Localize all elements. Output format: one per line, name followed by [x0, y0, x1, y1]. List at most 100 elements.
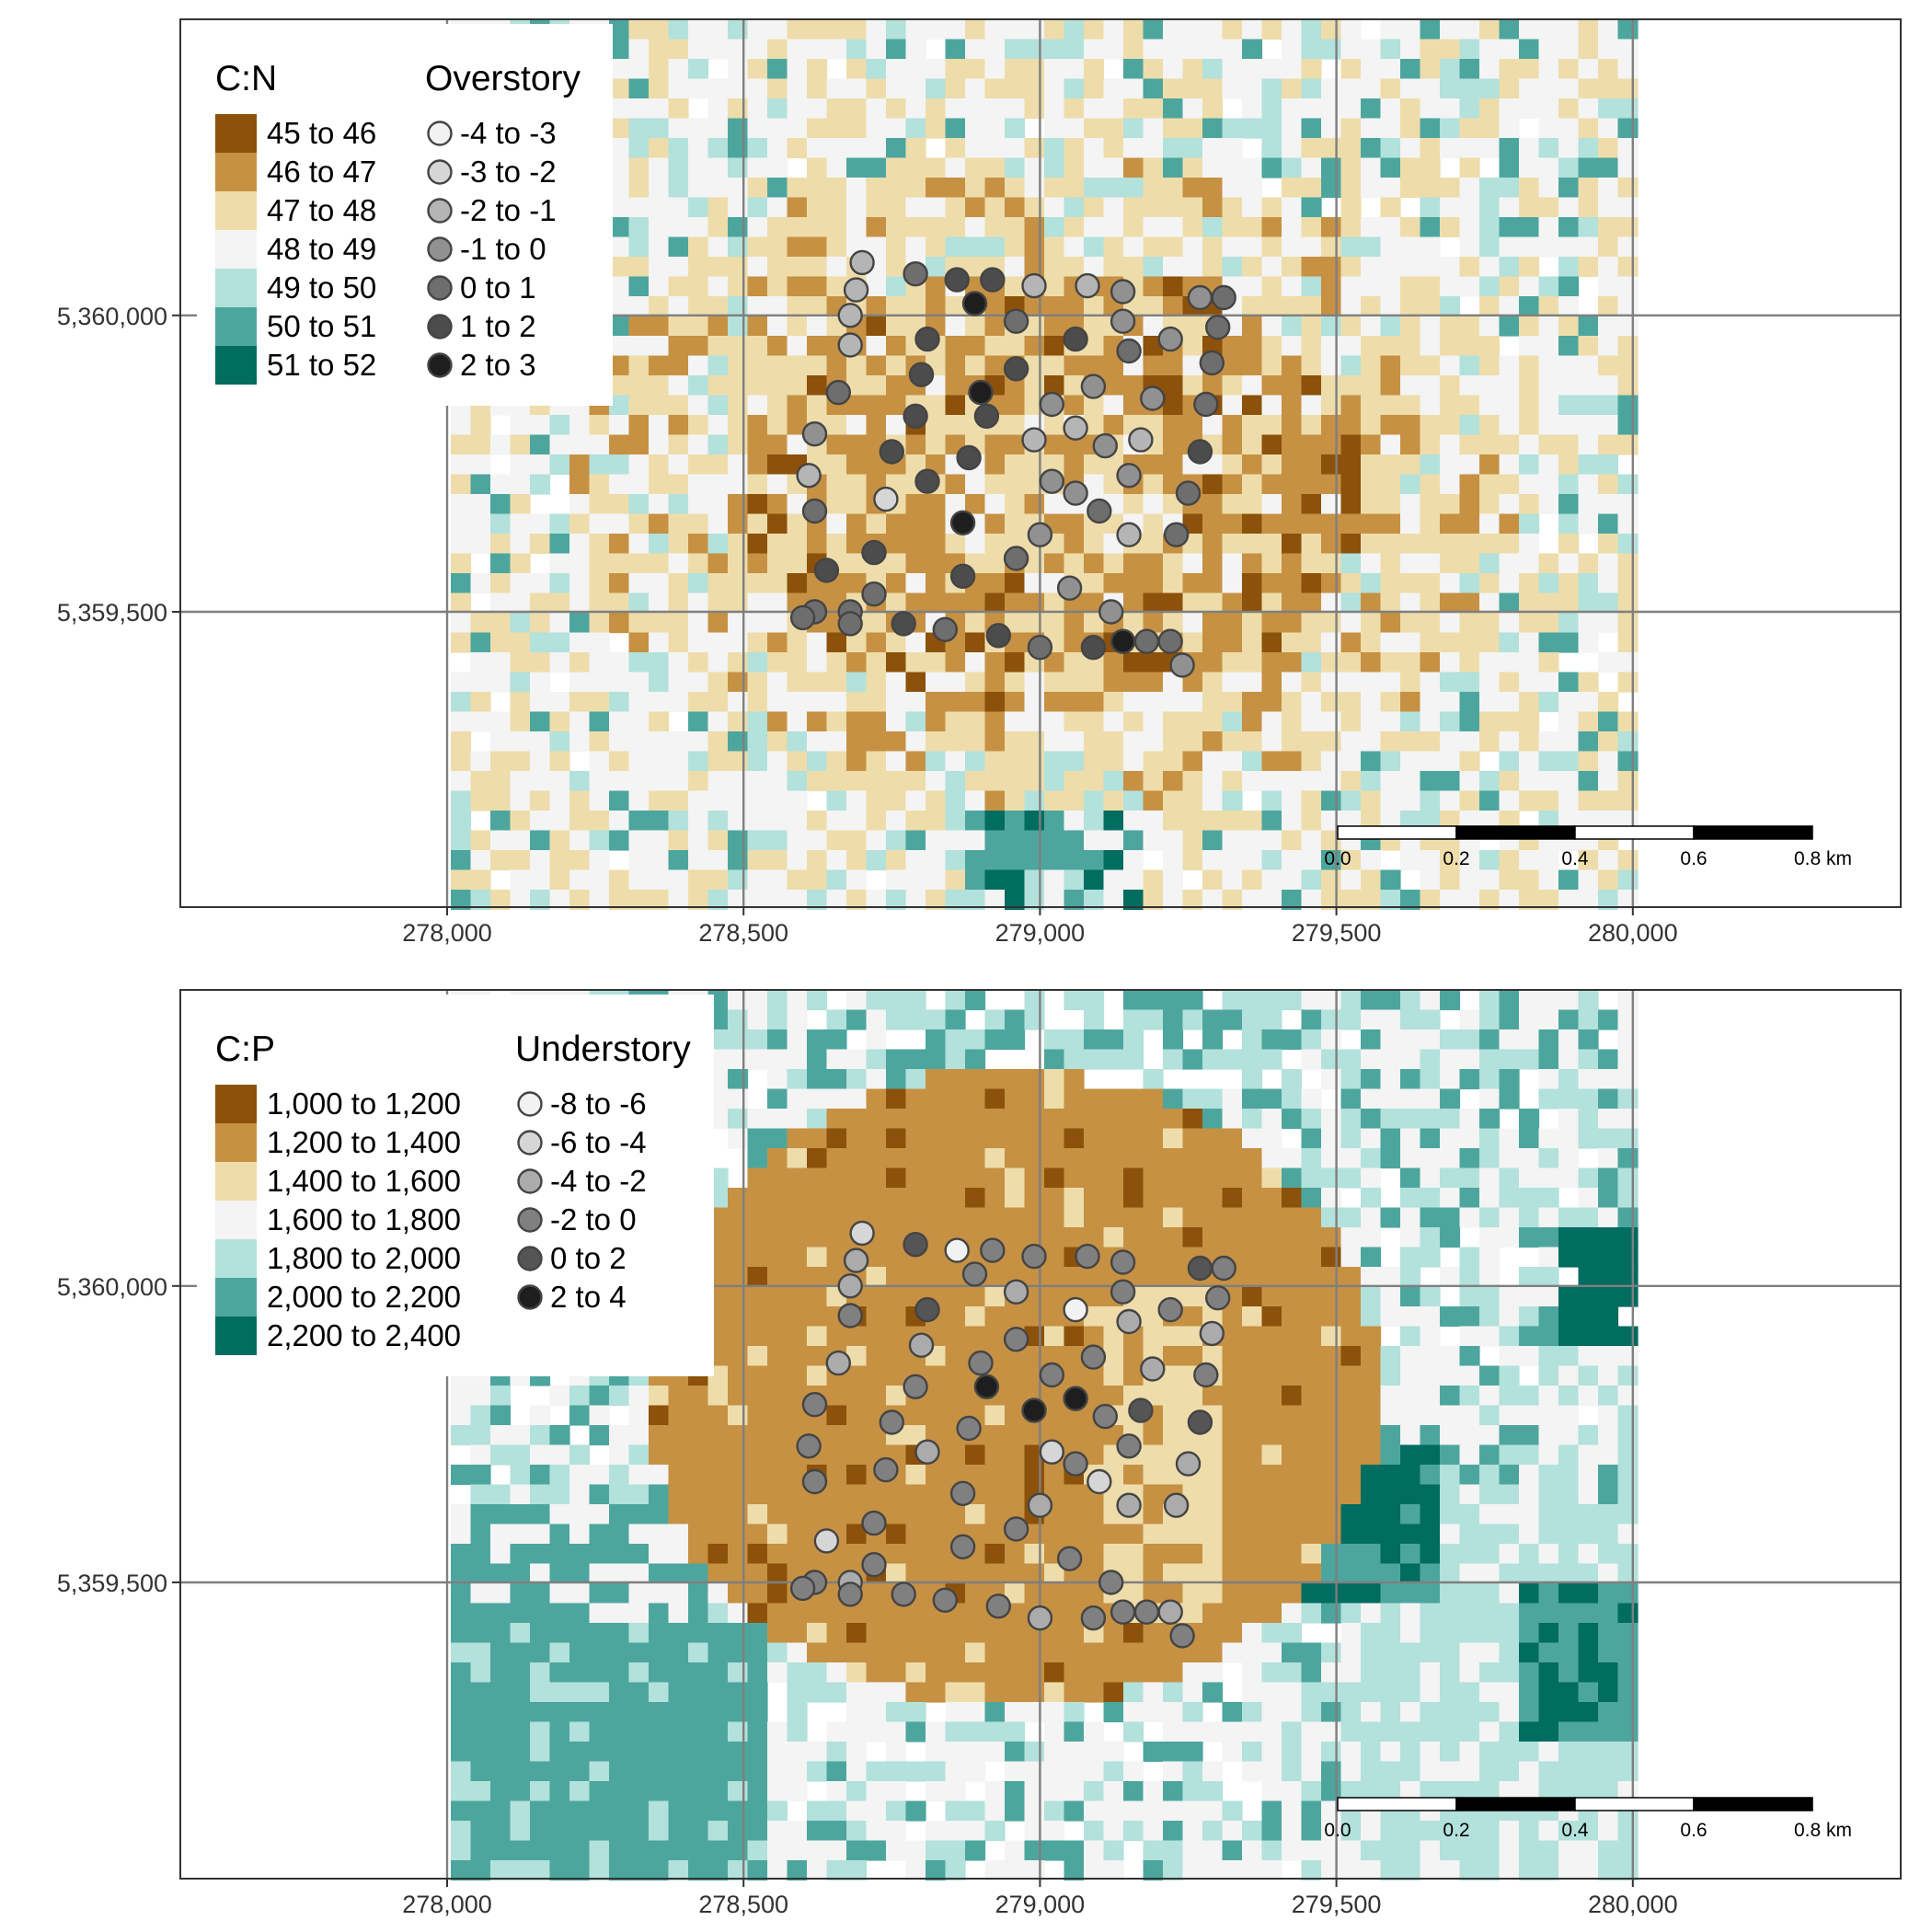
raster-cell [1222, 375, 1243, 397]
scale-bar-label: 0.6 [1680, 848, 1707, 869]
raster-cell [1261, 1148, 1282, 1169]
raster-cell [1005, 59, 1026, 80]
raster-cell [1499, 434, 1520, 455]
raster-cell [628, 1563, 650, 1584]
raster-cell [747, 513, 768, 535]
raster-cell [787, 316, 808, 337]
raster-cell [787, 1128, 808, 1149]
raster-cell [1440, 1207, 1461, 1228]
raster-cell [965, 534, 986, 555]
raster-cell [1301, 1267, 1322, 1288]
raster-cell [1202, 1109, 1224, 1130]
raster-cell [1242, 1128, 1263, 1149]
raster-cell [1143, 1583, 1164, 1604]
raster-cell [1361, 138, 1382, 159]
raster-cell [1123, 990, 1144, 1011]
raster-cell [1084, 474, 1105, 495]
raster-cell [1558, 355, 1580, 376]
raster-cell [1282, 217, 1303, 238]
raster-cell [728, 1623, 749, 1644]
raster-cell [1420, 731, 1441, 753]
raster-cell [1321, 1227, 1342, 1248]
raster-cell [1538, 731, 1559, 753]
raster-cell [1044, 830, 1065, 851]
raster-cell [549, 573, 570, 594]
raster-cell [1361, 1702, 1382, 1723]
raster-cell [1400, 59, 1421, 80]
raster-cell [1123, 59, 1144, 80]
raster-cell [589, 1642, 610, 1663]
raster-cell [1340, 1069, 1362, 1090]
raster-cell [905, 1088, 926, 1110]
raster-cell [1321, 118, 1342, 139]
raster-cell [826, 1188, 847, 1209]
raster-cell [1064, 672, 1085, 693]
raster-cell [1301, 1484, 1322, 1505]
raster-cell [1143, 1267, 1164, 1288]
sample-point [1204, 315, 1231, 340]
raster-cell [1321, 1167, 1342, 1189]
raster-cell [1361, 534, 1382, 555]
raster-cell [1479, 1049, 1501, 1070]
raster-cell [1519, 751, 1540, 772]
raster-cell [1400, 1642, 1421, 1663]
raster-cell [1538, 78, 1559, 99]
raster-cell [1617, 1524, 1639, 1545]
raster-cell [728, 1088, 749, 1110]
raster-cell [569, 632, 591, 653]
raster-cell [787, 1069, 808, 1090]
raster-cell [787, 1662, 808, 1684]
raster-cell [1519, 236, 1540, 258]
raster-cell [1361, 592, 1382, 614]
raster-cell [767, 553, 788, 574]
raster-cell [905, 1465, 926, 1486]
raster-cell [1459, 1029, 1480, 1051]
raster-cell [826, 1504, 847, 1525]
raster-cell [1598, 1682, 1619, 1703]
raster-cell [1420, 296, 1441, 317]
raster-cell [1380, 751, 1401, 772]
raster-cell [1499, 375, 1520, 397]
raster-cell [787, 513, 808, 535]
raster-cell [1202, 415, 1224, 436]
raster-cell [1380, 1721, 1401, 1742]
raster-cell [787, 1029, 808, 1051]
raster-cell [707, 692, 729, 713]
raster-cell [1361, 1009, 1382, 1030]
raster-cell [668, 869, 689, 891]
raster-cell [1400, 534, 1421, 555]
raster-cell [589, 869, 610, 891]
raster-cell [1282, 672, 1303, 693]
raster-cell [1340, 1721, 1362, 1742]
raster-cell [1340, 1009, 1362, 1030]
raster-cell [1242, 869, 1263, 891]
raster-cell [1440, 296, 1461, 317]
raster-cell [1459, 138, 1480, 159]
raster-cell [1282, 1346, 1303, 1367]
raster-cell [1024, 197, 1045, 218]
raster-cell [1598, 1742, 1619, 1763]
raster-cell [1340, 138, 1362, 159]
raster-cell [1301, 197, 1322, 218]
raster-cell [1182, 613, 1203, 634]
raster-cell [530, 1504, 551, 1525]
raster-cell [1005, 869, 1026, 891]
raster-cell [767, 1444, 788, 1466]
raster-cell [747, 59, 768, 80]
raster-cell [787, 1188, 808, 1209]
raster-cell [1558, 454, 1580, 476]
raster-cell [1340, 395, 1362, 416]
raster-cell [1420, 59, 1441, 80]
raster-cell [1479, 1167, 1501, 1189]
raster-cell [767, 534, 788, 555]
raster-cell [628, 1583, 650, 1604]
raster-cell [688, 1603, 709, 1624]
raster-cell [609, 573, 630, 594]
raster-cell [1440, 1583, 1461, 1604]
raster-cell [866, 355, 887, 376]
raster-cell [1538, 1524, 1559, 1545]
raster-cell [866, 39, 887, 60]
raster-cell [866, 1386, 887, 1407]
raster-cell [510, 1603, 531, 1624]
